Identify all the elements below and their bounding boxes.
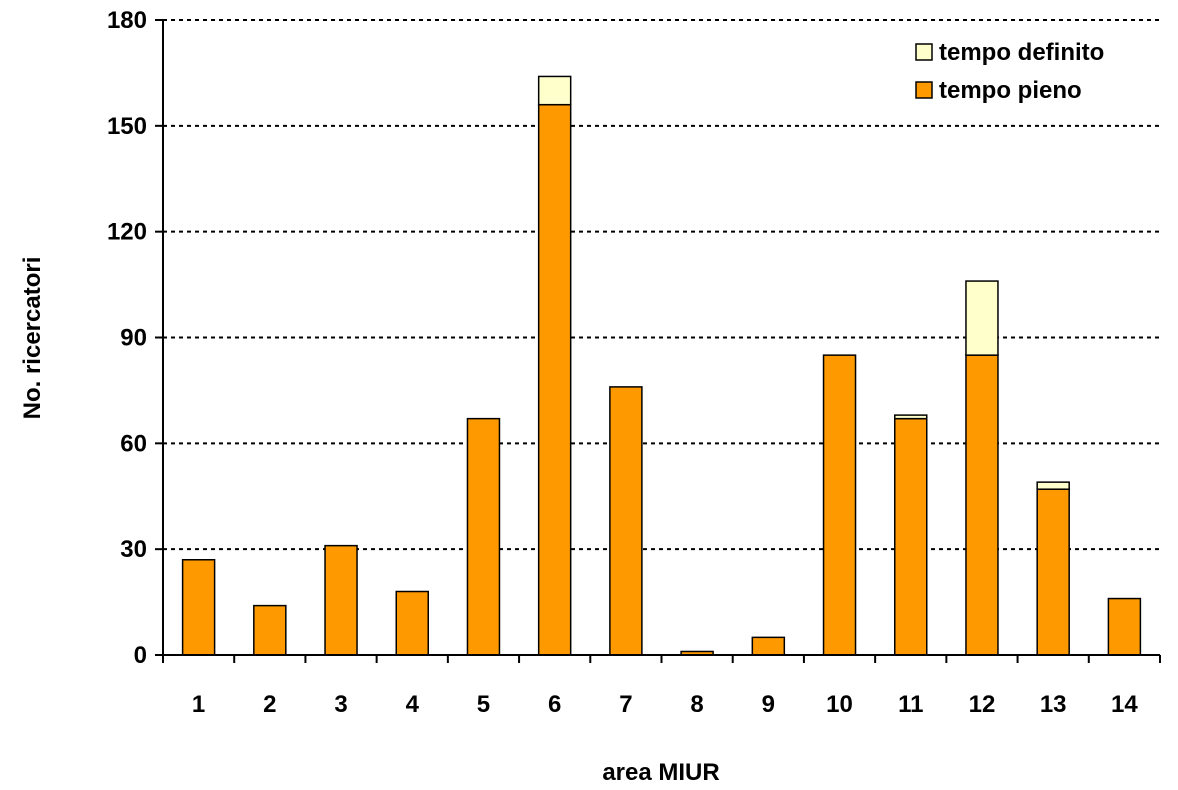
bar-tempo-pieno-4 — [395, 590, 429, 656]
y-tick-label: 90 — [120, 325, 147, 352]
x-tick-label: 7 — [619, 691, 632, 718]
bar-tempo-pieno-13 — [1036, 488, 1070, 656]
legend-label-tempo-definito: tempo definito — [939, 39, 1104, 66]
bars — [181, 75, 1142, 656]
bar-tempo-pieno-12 — [965, 354, 999, 656]
x-tick-label: 2 — [263, 691, 276, 718]
axes — [155, 19, 1161, 663]
bar-tempo-pieno-3 — [324, 544, 358, 656]
x-tick-label: 14 — [1111, 691, 1138, 718]
y-tick-label: 180 — [107, 7, 147, 34]
bar-tempo-definito-11 — [894, 414, 928, 420]
bar-tempo-pieno-7 — [609, 386, 643, 656]
bar-tempo-pieno-11 — [894, 417, 928, 656]
y-tick-label: 0 — [134, 642, 147, 669]
x-tick-label: 10 — [826, 691, 853, 718]
legend: tempo definito tempo pieno — [915, 39, 1104, 104]
bar-tempo-pieno-2 — [253, 604, 287, 656]
bar-tempo-definito-13 — [1036, 481, 1070, 490]
bar-tempo-pieno-1 — [181, 559, 216, 656]
bar-tempo-pieno-6 — [537, 103, 572, 656]
bar-tempo-pieno-5 — [466, 417, 501, 656]
x-tick-label: 5 — [477, 691, 490, 718]
gridlines — [163, 19, 1160, 551]
bar-tempo-definito-12 — [965, 280, 999, 356]
x-tick-label: 12 — [969, 691, 996, 718]
x-tick-label: 8 — [690, 691, 703, 718]
x-axis-title: area MIUR — [602, 759, 719, 786]
x-tick-label: 4 — [406, 691, 420, 718]
legend-swatch-tempo-pieno — [915, 81, 933, 99]
y-tick-label: 30 — [120, 536, 147, 563]
bar-tempo-pieno-14 — [1107, 597, 1142, 656]
x-tick-label: 9 — [762, 691, 775, 718]
x-tick-label: 13 — [1040, 691, 1067, 718]
x-tick-label: 1 — [192, 691, 205, 718]
y-axis-title: No. ricercatori — [19, 257, 46, 420]
legend-label-tempo-pieno: tempo pieno — [939, 77, 1082, 104]
legend-swatch-tempo-definito — [915, 43, 933, 61]
y-tick-label: 150 — [107, 113, 147, 140]
bar-tempo-pieno-10 — [822, 354, 857, 656]
x-tick-label: 3 — [334, 691, 347, 718]
y-tick-label: 120 — [107, 219, 147, 246]
x-tick-label: 11 — [898, 691, 923, 718]
bar-tempo-pieno-9 — [751, 636, 786, 656]
bar-tempo-definito-6 — [537, 75, 572, 106]
x-tick-label: 6 — [548, 691, 561, 718]
y-tick-label: 60 — [120, 430, 147, 457]
